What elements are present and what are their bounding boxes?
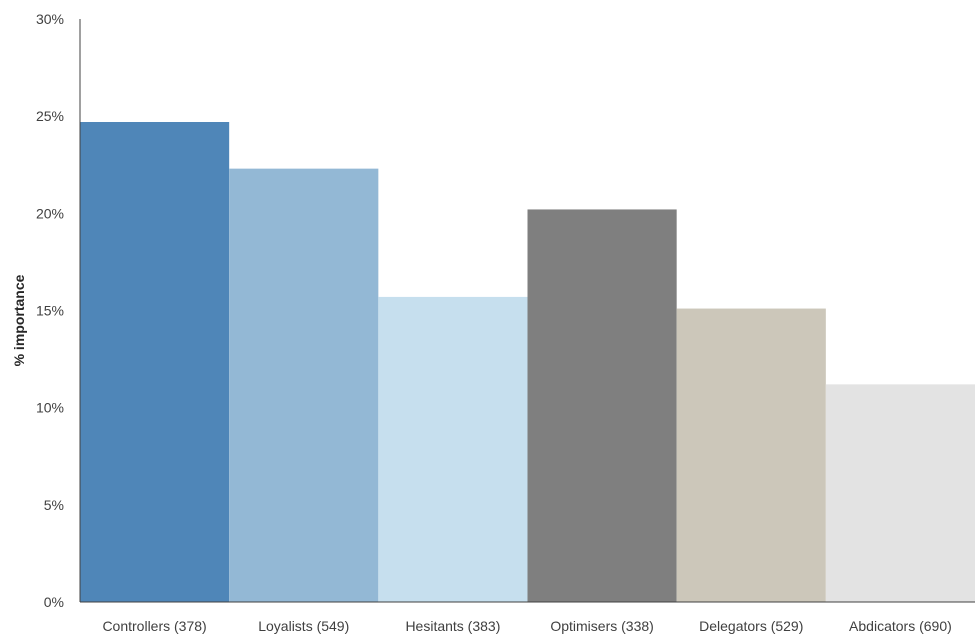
category-label: Hesitants (383) [405, 618, 500, 634]
y-tick-label: 5% [44, 497, 64, 513]
category-label: Optimisers (338) [550, 618, 653, 634]
category-label: Controllers (378) [102, 618, 206, 634]
y-tick-label: 0% [44, 594, 64, 610]
bar-1 [80, 122, 230, 602]
y-axis-title: % importance [11, 274, 27, 366]
bars-layer [80, 122, 975, 602]
y-tick-label: 15% [36, 303, 64, 319]
category-label: Abdicators (690) [849, 618, 952, 634]
y-tick-label: 10% [36, 400, 64, 416]
bar-2 [229, 168, 379, 602]
bar-4 [527, 209, 677, 602]
category-label: Loyalists (549) [258, 618, 349, 634]
bar-5 [676, 308, 826, 602]
y-tick-label: 30% [36, 11, 64, 27]
category-label: Delegators (529) [699, 618, 803, 634]
y-tick-label: 20% [36, 205, 64, 221]
bar-3 [378, 296, 528, 602]
y-tick-labels: 0% 5% 10% 15% 20% 25% 30% [36, 11, 64, 610]
category-labels: Controllers (378) Loyalists (549) Hesitant… [102, 618, 951, 634]
bar-6 [825, 384, 975, 602]
y-tick-label: 25% [36, 108, 64, 124]
